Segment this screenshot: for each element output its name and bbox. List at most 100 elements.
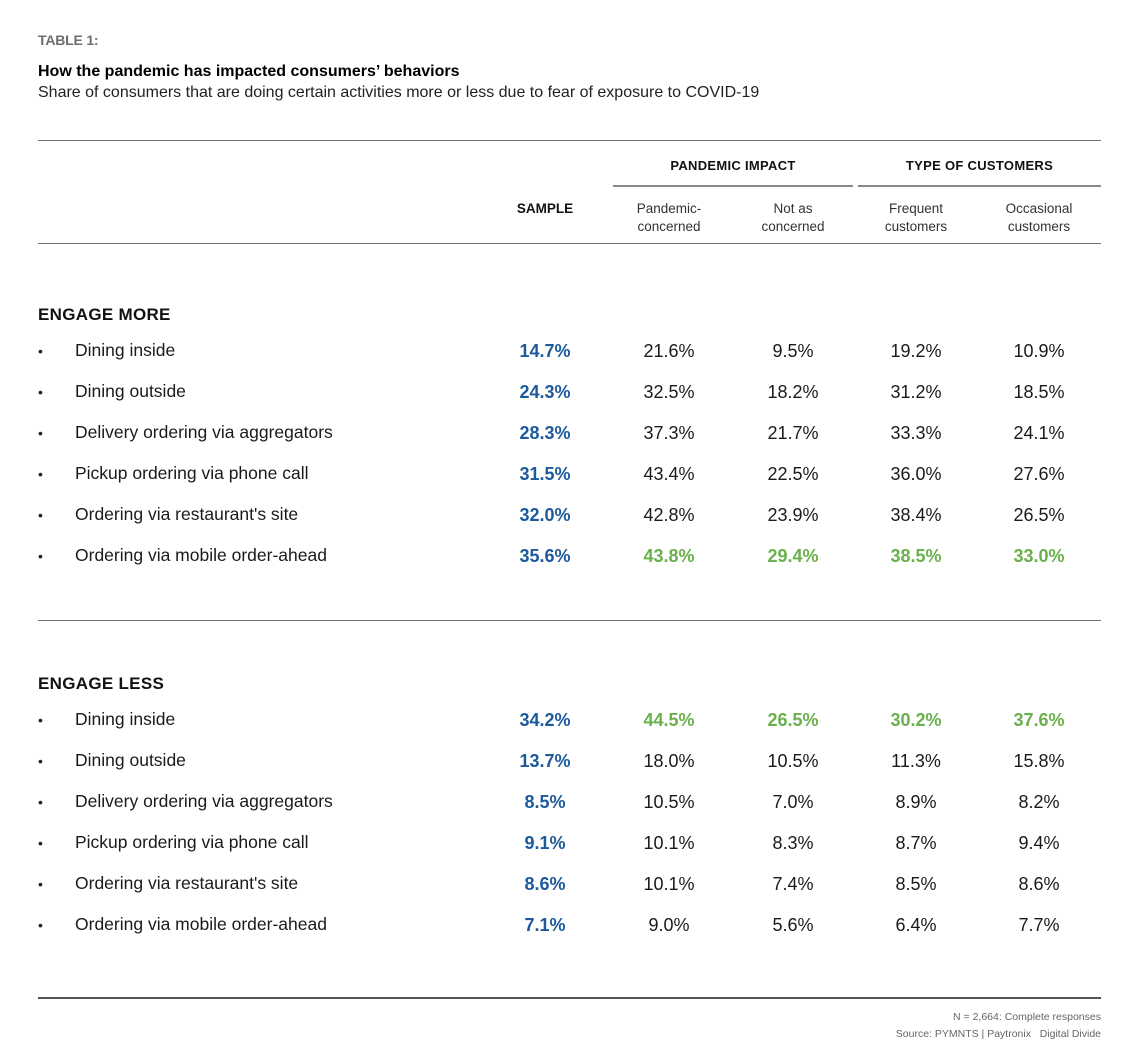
cell-not-as-concerned: 22.5% (767, 464, 819, 484)
cell-frequent-customers: 8.5% (895, 874, 937, 894)
table-title: How the pandemic has impacted consumers’… (38, 63, 460, 80)
bullet-icon: • (38, 343, 43, 359)
cell-frequent-customers: 6.4% (895, 915, 937, 935)
cell-frequent-customers: 30.2% (890, 710, 942, 730)
cell-occasional-customers: 24.1% (1013, 423, 1065, 443)
cell-occasional-customers: 33.0% (1013, 546, 1065, 566)
cell-sample: 35.6% (519, 546, 571, 566)
group-underline-type-of-customers (858, 185, 1101, 187)
cell-frequent-customers: 11.3% (891, 751, 941, 771)
cell-not-as-concerned: 21.7% (767, 423, 819, 443)
cell-frequent-customers: 8.9% (895, 792, 937, 812)
bullet-icon: • (38, 548, 43, 564)
row-label: Ordering via mobile order-ahead (75, 545, 327, 565)
cell-sample: 24.3% (519, 382, 571, 402)
cell-sample: 13.7% (519, 751, 571, 771)
cell-pandemic-concerned: 10.1% (643, 874, 695, 894)
cell-pandemic-concerned: 43.4% (643, 464, 695, 484)
table-row: • Pickup ordering via phone call 9.1% 10.1%… (0, 828, 1139, 869)
cell-frequent-customers: 38.5% (890, 546, 942, 566)
cell-occasional-customers: 8.2% (1018, 792, 1060, 812)
bullet-icon: • (38, 917, 43, 933)
cell-sample: 8.5% (524, 792, 566, 812)
bullet-icon: • (38, 835, 43, 851)
row-label: Dining inside (75, 340, 176, 360)
row-label: Dining outside (75, 381, 186, 401)
group-underline-pandemic-impact (613, 185, 853, 187)
cell-occasional-customers: 27.6% (1013, 464, 1065, 484)
bullet-icon: • (38, 466, 43, 482)
cell-pandemic-concerned: 10.1% (643, 833, 695, 853)
cell-occasional-customers: 37.6% (1013, 710, 1065, 730)
cell-not-as-concerned: 18.2% (767, 382, 819, 402)
cell-sample: 31.5% (519, 464, 571, 484)
bullet-icon: • (38, 753, 43, 769)
group-header-pandemic-impact: PANDEMIC IMPACT (670, 158, 796, 173)
table-row: • Dining outside 24.3% 32.5% 18.2% 31.2% 18.5% (0, 377, 1139, 418)
table-row: • Ordering via mobile order-ahead 7.1% 9.0%… (0, 910, 1139, 951)
cell-sample: 9.1% (524, 833, 566, 853)
cell-frequent-customers: 38.4% (890, 505, 942, 525)
cell-occasional-customers: 7.7% (1018, 915, 1060, 935)
cell-sample: 14.7% (519, 341, 571, 361)
column-header-pandemic-concerned: Pandemic-concerned (636, 201, 702, 234)
cell-frequent-customers: 19.2% (890, 341, 942, 361)
cell-occasional-customers: 26.5% (1013, 505, 1065, 525)
column-header-occasional-customers: Occasional customers (1005, 201, 1073, 234)
table-label: TABLE 1: (38, 32, 99, 48)
section-title-engage-more: ENGAGE MORE (38, 305, 171, 324)
cell-pandemic-concerned: 37.3% (643, 423, 695, 443)
cell-pandemic-concerned: 32.5% (643, 382, 695, 402)
column-header-frequent-customers: Frequent customers (884, 201, 948, 234)
table-row: • Dining inside 34.2% 44.5% 26.5% 30.2% 37.6% (0, 705, 1139, 746)
section-title-engage-less: ENGAGE LESS (38, 674, 165, 693)
cell-pandemic-concerned: 43.8% (643, 546, 695, 566)
row-label: Ordering via mobile order-ahead (75, 914, 327, 934)
cell-not-as-concerned: 7.4% (772, 874, 814, 894)
source-note: Source: PYMNTS | Paytronix Digital Divid… (895, 1028, 1101, 1040)
cell-sample: 28.3% (519, 423, 571, 443)
group-header-type-of-customers: TYPE OF CUSTOMERS (905, 158, 1054, 173)
table-row: • Delivery ordering via aggregators 8.5% 10… (0, 787, 1139, 828)
cell-pandemic-concerned: 9.0% (648, 915, 690, 935)
table-row: • Pickup ordering via phone call 31.5% 43.4… (0, 459, 1139, 500)
row-label: Delivery ordering via aggregators (75, 422, 333, 442)
bullet-icon: • (38, 712, 43, 728)
cell-sample: 8.6% (524, 874, 566, 894)
bullet-icon: • (38, 794, 43, 810)
cell-not-as-concerned: 29.4% (767, 546, 819, 566)
cell-pandemic-concerned: 44.5% (643, 710, 695, 730)
cell-occasional-customers: 10.9% (1013, 341, 1065, 361)
table-row: • Dining outside 13.7% 18.0% 10.5% 11.3% 15.8% (0, 746, 1139, 787)
table-row: • Ordering via restaurant's site 8.6% 10.1%… (0, 869, 1139, 910)
cell-frequent-customers: 36.0% (890, 464, 942, 484)
row-label: Delivery ordering via aggregators (75, 791, 333, 811)
column-header-sample: SAMPLE (516, 201, 574, 216)
header-divider (38, 243, 1101, 244)
table-row: • Ordering via restaurant's site 32.0% 42.8… (0, 500, 1139, 541)
table-row: • Ordering via mobile order-ahead 35.6% 43.… (0, 541, 1139, 582)
row-label: Pickup ordering via phone call (75, 832, 309, 852)
cell-pandemic-concerned: 21.6% (643, 341, 695, 361)
top-divider (38, 140, 1101, 141)
row-label: Dining outside (75, 750, 186, 770)
bottom-divider (38, 997, 1101, 999)
cell-pandemic-concerned: 18.0% (643, 751, 695, 771)
cell-not-as-concerned: 9.5% (772, 341, 814, 361)
section-divider (38, 620, 1101, 621)
cell-pandemic-concerned: 42.8% (643, 505, 695, 525)
row-label: Ordering via restaurant's site (75, 504, 299, 524)
row-label: Pickup ordering via phone call (75, 463, 309, 483)
bullet-icon: • (38, 425, 43, 441)
row-label: Dining inside (75, 709, 176, 729)
bullet-icon: • (38, 384, 43, 400)
cell-frequent-customers: 31.2% (890, 382, 942, 402)
cell-occasional-customers: 15.8% (1013, 751, 1065, 771)
cell-not-as-concerned: 23.9% (767, 505, 819, 525)
cell-not-as-concerned: 5.6% (772, 915, 814, 935)
bullet-icon: • (38, 507, 43, 523)
table-row: • Dining inside 14.7% 21.6% 9.5% 19.2% 10.9% (0, 336, 1139, 377)
row-label: Ordering via restaurant's site (75, 873, 299, 893)
cell-sample: 7.1% (524, 915, 566, 935)
cell-occasional-customers: 9.4% (1018, 833, 1060, 853)
